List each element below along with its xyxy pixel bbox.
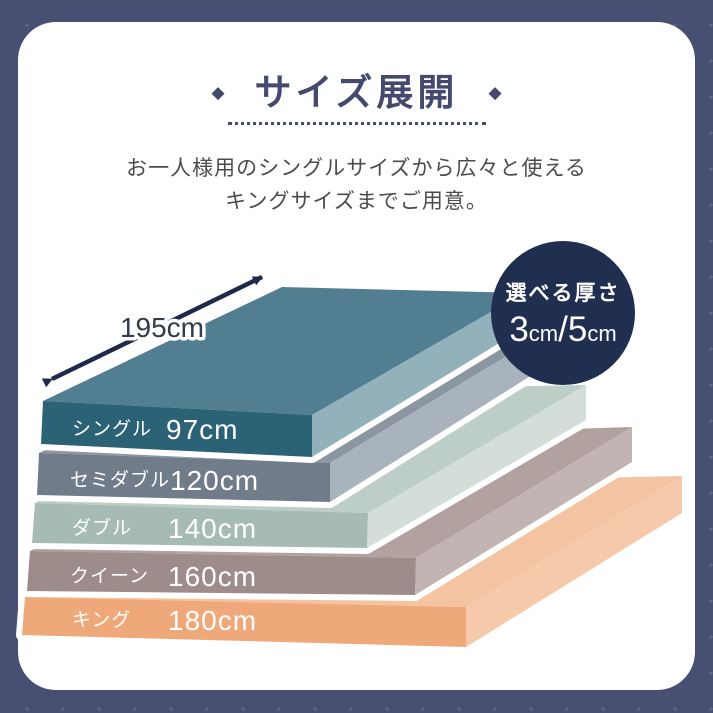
page-title: サイズ展開 <box>254 72 459 113</box>
intro-line-2: キングサイズまでご用意。 <box>225 190 488 213</box>
mattress-double-side-face <box>367 385 586 548</box>
mattress-king-side-face <box>466 476 682 647</box>
mattress-queen-name-label: クイーン <box>70 565 149 587</box>
mattress-king-name-label: キング <box>72 609 131 631</box>
mattress-single-side-face <box>312 293 524 457</box>
mattress-double-name-label: ダブル <box>72 516 132 539</box>
page-title-row: ◆ サイズ展開 ◆ <box>0 74 713 111</box>
mattress-semidouble-name-label: セミダブル <box>70 468 170 491</box>
mattress-king-width-label: 180cm <box>168 605 257 636</box>
length-label: 195cm <box>120 312 204 343</box>
thickness-badge-label: 選べる厚さ <box>505 281 621 305</box>
mattress-semidouble-width-label: 120cm <box>170 465 259 496</box>
mattress-layer-single: シングル 97cm <box>35 281 530 463</box>
intro-text: お一人様用のシングルサイズから広々と使える キングサイズまでご用意。 <box>0 152 713 218</box>
mattress-queen-side-face <box>415 427 632 595</box>
thickness-badge-value: 3cm/5cm <box>509 309 617 349</box>
length-dimension: 195cm <box>41 274 263 388</box>
mattress-queen-front-face <box>27 551 416 595</box>
title-dotted-underline <box>227 122 486 125</box>
intro-line-1: お一人様用のシングルサイズから広々と使える <box>126 157 587 180</box>
mattress-single-name-label: シングル <box>72 418 152 440</box>
mattress-queen-width-label: 160cm <box>168 561 257 592</box>
length-arrow <box>41 274 263 388</box>
mattress-single-width-label: 97cm <box>166 414 238 445</box>
mattress-double-width-label: 140cm <box>168 513 257 544</box>
mattress-single-front-face <box>41 401 312 457</box>
mattress-king-front-face <box>22 597 466 647</box>
diamond-icon: ◆ <box>211 83 225 102</box>
mattress-double-front-face <box>32 503 368 548</box>
mattress-semidouble-front-face <box>37 453 330 502</box>
diamond-icon: ◆ <box>488 83 502 102</box>
thickness-badge: 選べる厚さ 3cm/5cm <box>491 241 635 385</box>
mattress-semidouble-side-face <box>330 331 548 502</box>
